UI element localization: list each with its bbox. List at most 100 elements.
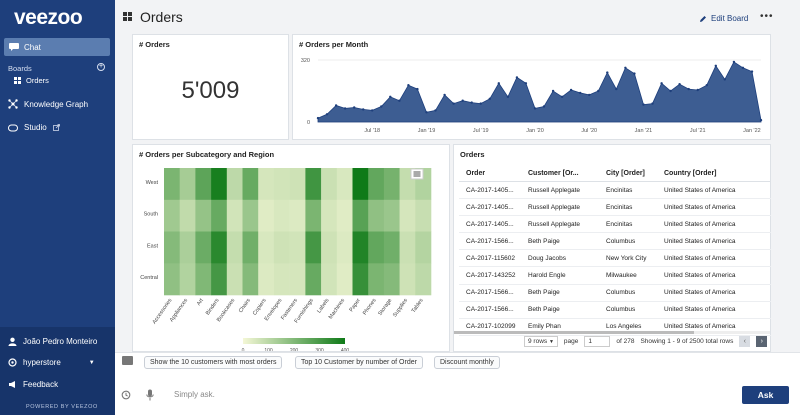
data-point[interactable] <box>723 78 726 81</box>
heatmap-cell[interactable] <box>242 231 259 264</box>
previous-page-button[interactable]: ‹ <box>739 336 751 347</box>
heatmap-cell[interactable] <box>305 263 322 296</box>
heatmap-cell[interactable] <box>352 231 369 264</box>
heatmap-cell[interactable] <box>383 168 400 200</box>
heatmap-cell[interactable] <box>383 263 400 296</box>
table-row[interactable]: CA-2017-1566... Beth Paige Columbus United … <box>459 302 771 319</box>
heatmap-cell[interactable] <box>195 231 212 264</box>
heatmap-cell[interactable] <box>164 231 180 264</box>
heatmap-cell[interactable] <box>368 199 385 232</box>
data-point[interactable] <box>551 89 555 93</box>
horizontal-scrollbar[interactable] <box>454 331 770 334</box>
heatmap-cell[interactable] <box>273 263 290 296</box>
data-point[interactable] <box>353 106 356 109</box>
heatmap-cell[interactable] <box>211 263 228 296</box>
edit-board-button[interactable]: Edit Board <box>699 14 748 23</box>
sidebar-item-chat[interactable]: Chat <box>4 38 110 56</box>
suggestion-chip[interactable]: Discount monthly <box>434 356 500 369</box>
data-point[interactable] <box>741 66 745 69</box>
heatmap-cell[interactable] <box>352 199 369 232</box>
heatmap-cell[interactable] <box>289 168 306 200</box>
heatmap-cell[interactable] <box>336 231 353 264</box>
heatmap-cell[interactable] <box>399 199 416 232</box>
data-point[interactable] <box>470 101 473 104</box>
veezoo-logo[interactable]: veezoo <box>14 6 83 29</box>
heatmap-cell[interactable] <box>336 199 353 232</box>
data-point[interactable] <box>588 93 591 97</box>
heatmap-cell[interactable] <box>368 168 385 200</box>
heatmap-cell[interactable] <box>289 231 306 264</box>
heatmap-cell[interactable] <box>289 199 306 232</box>
feedback-link[interactable]: Feedback <box>8 380 58 389</box>
data-point[interactable] <box>506 95 510 98</box>
data-point[interactable] <box>750 70 754 73</box>
data-point[interactable] <box>560 95 564 98</box>
heatmap-cell[interactable] <box>383 199 400 232</box>
data-point[interactable] <box>687 87 690 91</box>
table-row[interactable]: CA-2017-1405... Russell Applegate Encinita… <box>459 216 771 234</box>
data-point[interactable] <box>452 102 455 105</box>
heatmap-cell[interactable] <box>352 168 369 200</box>
data-point[interactable] <box>696 88 699 92</box>
data-point[interactable] <box>651 102 654 105</box>
heatmap-cell[interactable] <box>179 231 196 264</box>
sidebar-item-orders[interactable]: Orders <box>14 76 49 85</box>
heatmap-cell[interactable] <box>258 231 275 264</box>
table-row[interactable]: CA-2017-143252 Harold Engle Milwaukee Unite… <box>459 267 771 285</box>
data-point[interactable] <box>316 116 320 120</box>
data-point[interactable] <box>624 66 627 69</box>
data-point[interactable] <box>488 97 491 100</box>
suggestion-chip[interactable]: Show the 10 customers with most orders <box>144 356 283 369</box>
add-board-button[interactable]: + <box>97 63 105 71</box>
heatmap-cell[interactable] <box>242 168 259 200</box>
data-point[interactable] <box>515 76 519 79</box>
data-point[interactable] <box>343 107 347 110</box>
data-point[interactable] <box>479 102 482 105</box>
heatmap-cell[interactable] <box>226 231 243 264</box>
data-point[interactable] <box>759 118 763 122</box>
heatmap-cell[interactable] <box>179 199 196 232</box>
data-point[interactable] <box>524 82 528 85</box>
heatmap-cell[interactable] <box>164 199 180 232</box>
history-icon[interactable] <box>121 390 131 400</box>
data-point[interactable] <box>416 87 419 91</box>
heatmap-cell[interactable] <box>321 263 338 296</box>
heatmap-cell[interactable] <box>273 199 290 232</box>
heatmap-cell[interactable] <box>383 231 400 264</box>
heatmap-cell[interactable] <box>179 168 196 200</box>
heatmap-cell[interactable] <box>226 263 243 296</box>
table-row[interactable]: CA-2017-102099 Emily Phan Los Angeles Unite… <box>459 319 771 336</box>
heatmap-cell[interactable] <box>352 263 369 296</box>
column-header-order[interactable]: Order <box>466 169 486 177</box>
heatmap-cell[interactable] <box>289 263 306 296</box>
chart-menu-icon[interactable] <box>410 168 424 180</box>
data-point[interactable] <box>325 113 329 116</box>
heatmap-cell[interactable] <box>195 263 212 296</box>
heatmap-cell[interactable] <box>195 168 212 200</box>
heatmap-cell[interactable] <box>399 231 416 264</box>
data-point[interactable] <box>597 89 600 93</box>
data-point[interactable] <box>461 99 464 102</box>
microphone-icon[interactable] <box>146 389 154 401</box>
heatmap-cell[interactable] <box>258 168 275 200</box>
heatmap-cell[interactable] <box>399 263 416 296</box>
more-options-button[interactable]: ••• <box>760 11 774 22</box>
heatmap-cell[interactable] <box>415 263 432 296</box>
heatmap-cell[interactable] <box>321 231 338 264</box>
data-point[interactable] <box>371 109 374 112</box>
suggestion-chip[interactable]: Top 10 Customer by number of Order <box>295 356 423 369</box>
heatmap-cell[interactable] <box>164 168 180 200</box>
heatmap-cell[interactable] <box>273 231 290 264</box>
heatmap-cell[interactable] <box>321 168 338 200</box>
data-point[interactable] <box>425 111 428 114</box>
heatmap-cell[interactable] <box>415 199 432 232</box>
heatmap-cell[interactable] <box>415 231 432 264</box>
heatmap-cell[interactable] <box>242 199 259 232</box>
data-point[interactable] <box>380 105 383 108</box>
heatmap-cell[interactable] <box>164 263 180 296</box>
data-point[interactable] <box>434 109 437 112</box>
ask-input[interactable]: Simply ask. <box>174 390 215 399</box>
heatmap-cell[interactable] <box>211 199 228 232</box>
heatmap-cell[interactable] <box>226 168 243 200</box>
page-input[interactable]: 1 <box>584 336 611 347</box>
